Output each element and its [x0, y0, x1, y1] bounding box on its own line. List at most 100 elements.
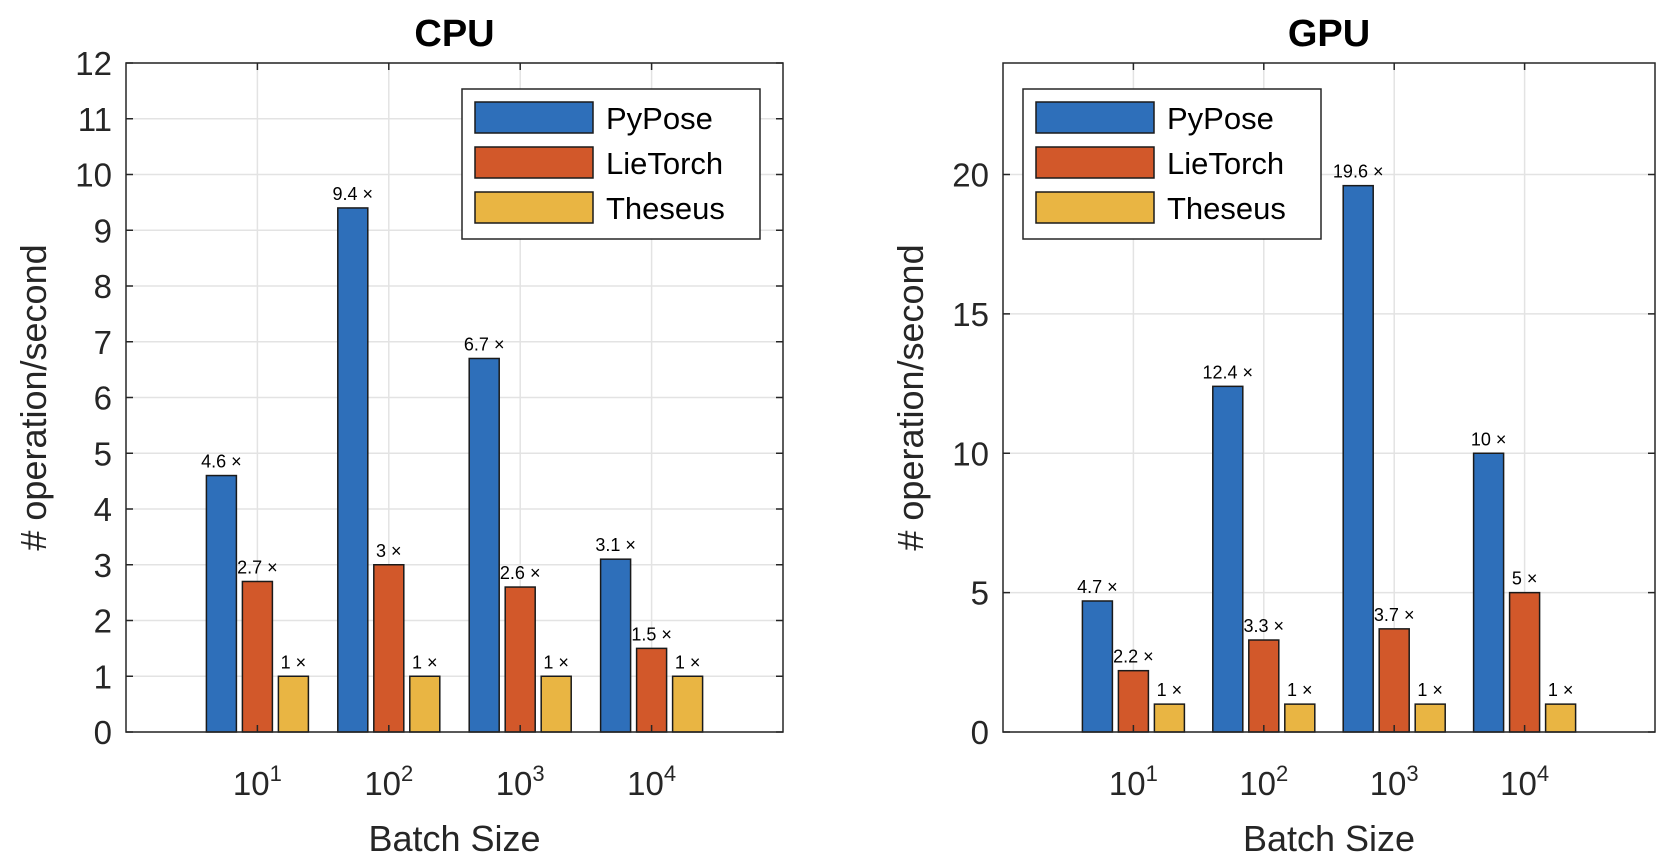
bar — [1212, 385, 1244, 733]
y-tick-label: 1 — [94, 658, 112, 695]
y-tick-label: 12 — [75, 45, 112, 82]
chart-gpu: 4.7 ×12.4 ×19.6 ×10 ×2.2 ×3.3 ×3.7 ×5 ×1… — [890, 13, 1656, 859]
bar — [468, 357, 500, 733]
legend-label: PyPose — [606, 101, 713, 136]
y-tick-label: 3 — [94, 547, 112, 584]
bar — [599, 558, 632, 733]
y-tick-label: 7 — [94, 324, 112, 361]
data-label: 6.7 × — [464, 334, 505, 354]
data-label: 4.7 × — [1077, 577, 1118, 597]
series-lietorch: 2.7 × 3 × 2.6 × 1.5 × — [237, 541, 672, 733]
y-tick-label: 20 — [952, 157, 989, 194]
data-label: 1 × — [412, 652, 438, 672]
data-label: 10 × — [1471, 429, 1507, 449]
chart-cpu: 4.6 ×9.4 ×6.7 ×3.1 ×2.7 ×3 ×2.6 ×1.5 ×1 … — [13, 13, 784, 859]
data-label: 3 × — [376, 541, 402, 561]
y-tick-label: 6 — [94, 380, 112, 417]
y-tick-label: 2 — [94, 603, 112, 640]
x-axis-label: Batch Size — [1243, 818, 1415, 859]
y-tick-label: 11 — [78, 101, 112, 138]
series-pypose: 4.7 × 12.4 × 19.6 × 10 × — [1077, 162, 1507, 733]
x-ticks: 101 102 103 104 — [1109, 63, 1549, 802]
bar — [1153, 703, 1186, 733]
legend-label: LieTorch — [606, 146, 723, 181]
data-label: 1 × — [675, 652, 701, 672]
bar — [1117, 669, 1150, 733]
y-tick-label: 10 — [952, 435, 989, 472]
y-axis-label: # operation/second — [890, 244, 931, 550]
chart-title: CPU — [414, 13, 494, 55]
data-label: 19.6 × — [1333, 162, 1384, 182]
x-axis-label: Batch Size — [368, 818, 540, 859]
data-label: 1 × — [1548, 680, 1574, 700]
data-label: 1 × — [543, 652, 569, 672]
bar — [671, 675, 704, 733]
legend-swatch — [1035, 191, 1155, 224]
legend-swatch — [474, 101, 594, 134]
bar — [205, 474, 238, 733]
data-label: 2.2 × — [1113, 647, 1154, 667]
chart-title: GPU — [1288, 13, 1370, 55]
data-label: 1 × — [1417, 680, 1443, 700]
data-label: 12.4 × — [1203, 362, 1254, 382]
y-tick-label: 5 — [94, 435, 112, 472]
bar — [1472, 452, 1505, 733]
bar — [277, 675, 310, 733]
data-label: 9.4 × — [333, 184, 374, 204]
bar — [1544, 703, 1577, 733]
bar — [1081, 600, 1114, 733]
bar — [504, 586, 536, 733]
y-tick-label: 10 — [75, 157, 112, 194]
series-pypose: 4.6 × 9.4 × 6.7 × 3.1 × — [201, 184, 636, 733]
x-tick-label: 103 — [496, 761, 545, 802]
series-theseus: 1 × 1 × 1 × 1 × — [277, 652, 704, 733]
bar — [635, 647, 668, 733]
data-label: 3.7 × — [1374, 605, 1415, 625]
legend-swatch — [1035, 101, 1155, 134]
bar — [1284, 703, 1316, 733]
data-label: 1 × — [1287, 680, 1313, 700]
y-tick-label: 9 — [94, 212, 112, 249]
legend-swatch — [1035, 146, 1155, 179]
legend-swatch — [474, 146, 594, 179]
data-label: 1 × — [1157, 680, 1183, 700]
legend-label: Theseus — [606, 191, 725, 226]
x-tick-label: 103 — [1370, 761, 1419, 802]
data-label: 3.1 × — [595, 535, 636, 555]
bar — [1248, 639, 1280, 733]
bar — [1342, 184, 1374, 733]
bar — [1508, 591, 1541, 733]
bar — [1378, 628, 1410, 733]
y-tick-label: 5 — [971, 575, 989, 612]
series-lietorch: 2.2 × 3.3 × 3.7 × 5 × — [1113, 569, 1541, 733]
bar — [241, 580, 274, 733]
data-label: 3.3 × — [1244, 616, 1285, 636]
bar — [540, 675, 572, 733]
bar — [337, 207, 369, 733]
legend: PyPose LieTorch Theseus — [461, 88, 761, 240]
bar — [373, 564, 405, 733]
bar — [409, 675, 441, 733]
legend-label: Theseus — [1167, 191, 1286, 226]
x-tick-label: 104 — [627, 761, 676, 802]
x-tick-label: 102 — [1239, 761, 1288, 802]
legend-label: PyPose — [1167, 101, 1274, 136]
data-label: 5 × — [1512, 569, 1538, 589]
y-tick-label: 0 — [94, 714, 112, 751]
x-tick-label: 104 — [1500, 761, 1549, 802]
legend: PyPose LieTorch Theseus — [1022, 88, 1322, 240]
legend-label: LieTorch — [1167, 146, 1284, 181]
plot-frame — [1002, 62, 1656, 733]
x-ticks: 101 102 103 104 — [233, 63, 676, 802]
x-tick-label: 101 — [1109, 761, 1158, 802]
data-label: 1.5 × — [631, 624, 672, 644]
bar — [1414, 703, 1446, 733]
series-theseus: 1 × 1 × 1 × 1 × — [1153, 680, 1577, 733]
y-ticks: 0 5 10 15 20 — [952, 157, 1655, 751]
y-tick-label: 4 — [94, 491, 112, 528]
y-axis-label: # operation/second — [13, 244, 54, 550]
data-label: 2.7 × — [237, 557, 278, 577]
legend-swatch — [474, 191, 594, 224]
